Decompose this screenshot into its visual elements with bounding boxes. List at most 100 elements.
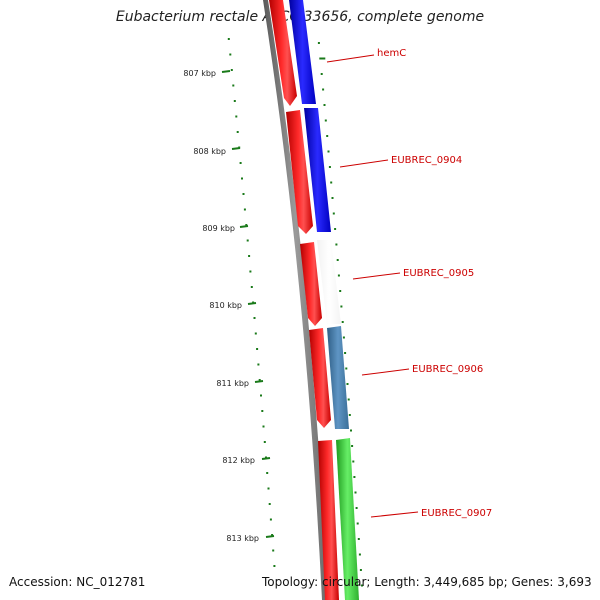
tick-mark — [253, 317, 256, 319]
gene-feature-EUBREC_0906 — [327, 326, 349, 429]
tick-mark — [326, 135, 329, 137]
tick-mark — [351, 445, 354, 447]
gene-feature-EUBREC_0905 — [317, 240, 341, 324]
tick-mark — [235, 115, 238, 118]
gene-track — [289, 0, 359, 600]
tick-mark — [258, 379, 261, 381]
tick-mark — [257, 363, 260, 366]
tick-mark — [248, 255, 251, 257]
tick-mark — [346, 383, 349, 385]
tick-mark — [339, 290, 342, 292]
tick-mark — [236, 131, 239, 133]
gene-label: EUBREC_0906 — [412, 364, 483, 375]
topology-text: Topology: circular; Length: 3,449,685 bp… — [262, 575, 592, 589]
genome-backbone — [263, 0, 328, 600]
cds-feature — [286, 110, 313, 234]
tick-mark — [268, 503, 271, 505]
tick-mark — [322, 88, 325, 91]
cds-feature — [318, 440, 339, 600]
tick-mark — [348, 414, 351, 416]
tick-mark — [342, 336, 345, 339]
tick-label: 807 kbp — [183, 69, 216, 78]
tick-mark — [359, 569, 362, 571]
tick-mark — [242, 193, 245, 195]
tick-mark — [317, 42, 320, 44]
tick-mark — [323, 104, 326, 106]
tick-mark — [272, 549, 275, 552]
tick-mark — [254, 332, 257, 335]
tick-mark — [335, 243, 338, 246]
tick-label: 808 kbp — [193, 147, 226, 156]
tick-mark — [355, 507, 358, 509]
tick-mark — [246, 239, 249, 242]
gene-feature-hemC — [289, 0, 316, 104]
tick-mark — [233, 100, 236, 102]
tick-mark — [341, 321, 344, 323]
tick-mark — [245, 224, 248, 226]
scale-labels: 807 kbp 808 kbp 809 kbp 810 kbp 811 kbp … — [183, 69, 259, 543]
tick-mark — [344, 352, 347, 354]
tick-mark — [273, 565, 276, 567]
tick-mark — [336, 259, 339, 261]
tick-mark — [354, 491, 357, 494]
tick-mark — [266, 472, 269, 474]
tick-mark — [260, 394, 262, 397]
tick-mark — [262, 425, 265, 428]
tick-mark — [327, 150, 330, 153]
tick-mark — [263, 441, 266, 443]
gene-label: EUBREC_0905 — [403, 268, 474, 279]
tick-mark — [249, 270, 252, 273]
tick-mark — [328, 166, 331, 168]
tick-mark — [232, 84, 235, 87]
tick-mark — [243, 208, 246, 211]
tick-mark — [230, 69, 233, 71]
cds-feature — [300, 242, 322, 326]
cds-feature — [269, 0, 297, 106]
tick-mark — [358, 553, 361, 556]
tick-mark — [352, 460, 355, 463]
cds-track — [269, 0, 339, 600]
tick-mark — [324, 119, 327, 122]
cds-feature — [309, 328, 331, 428]
tick-label: 809 kbp — [202, 224, 235, 233]
tick-mark — [356, 522, 359, 525]
tick-mark — [271, 534, 274, 536]
tick-mark — [357, 538, 360, 540]
tick-mark — [350, 429, 352, 432]
tick-mark — [267, 487, 270, 490]
tick-label: 811 kbp — [216, 379, 249, 388]
tick-mark — [330, 181, 333, 184]
gene-feature-EUBREC_0904 — [304, 108, 331, 232]
gene-feature-EUBREC_0907 — [336, 438, 359, 600]
tick-mark — [340, 305, 343, 308]
tick-mark — [353, 476, 356, 478]
tick-mark — [250, 286, 253, 288]
tick-mark — [332, 212, 335, 215]
tick-mark — [256, 348, 259, 350]
tick-label: 812 kbp — [222, 456, 255, 465]
tick-mark — [261, 410, 264, 412]
tick-mark — [269, 518, 272, 521]
tick-mark — [227, 38, 230, 40]
label-leaders — [326, 54, 419, 518]
gene-label: EUBREC_0907 — [421, 508, 492, 519]
gene-label: hemC — [377, 48, 406, 59]
tick-mark — [320, 73, 323, 75]
tick-mark — [345, 367, 348, 370]
tick-mark — [239, 162, 242, 164]
tick-mark — [347, 398, 350, 401]
tick-mark — [229, 53, 232, 56]
tick-label: 810 kbp — [209, 301, 242, 310]
tick-mark — [241, 177, 243, 180]
major-ticks — [221, 70, 275, 538]
tick-mark — [319, 57, 326, 60]
gene-labels: hemC EUBREC_0904 EUBREC_0905 EUBREC_0906… — [377, 48, 492, 519]
accession-text: Accession: NC_012781 — [9, 575, 146, 589]
tick-label: 813 kbp — [226, 534, 259, 543]
tick-mark — [337, 274, 340, 277]
tick-mark — [361, 584, 363, 587]
gene-label: EUBREC_0904 — [391, 155, 462, 166]
tick-mark — [331, 197, 334, 199]
tick-mark — [334, 228, 337, 230]
